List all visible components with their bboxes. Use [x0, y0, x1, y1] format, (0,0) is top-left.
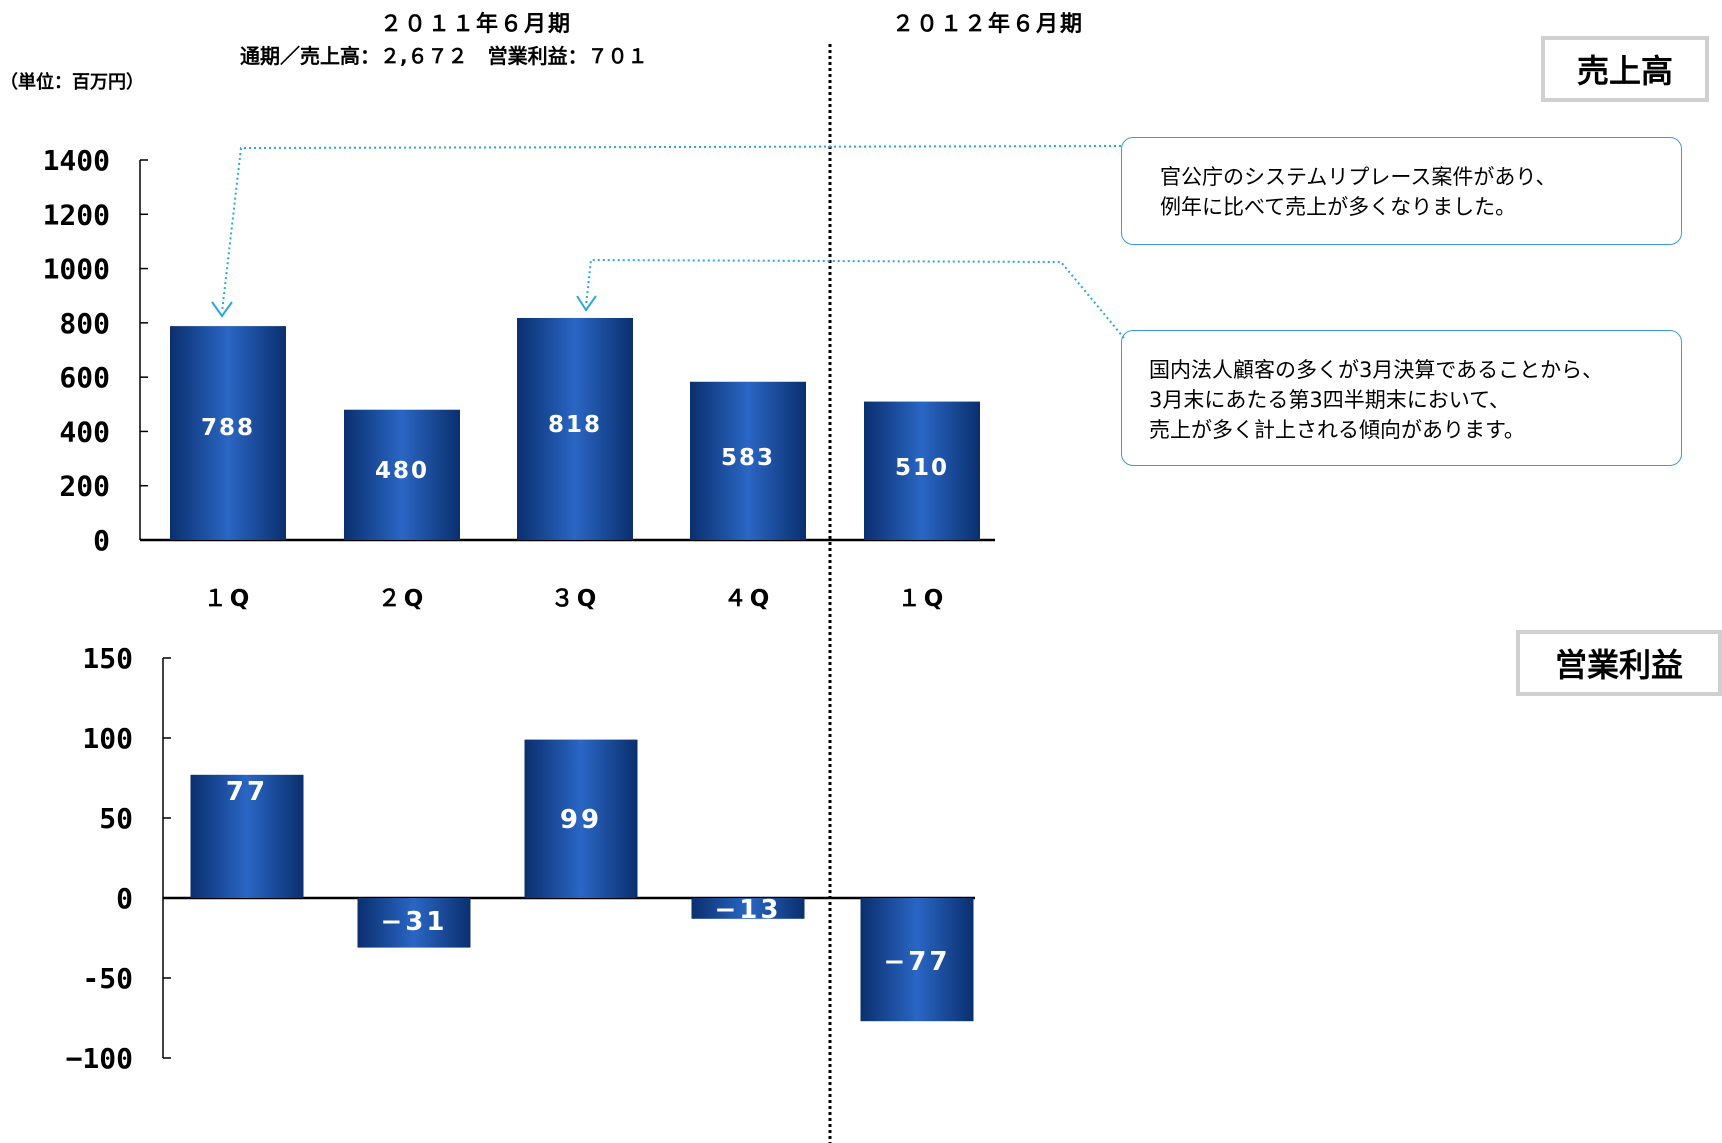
unit-label: （単位：百万円）: [0, 72, 144, 93]
sales-y-tick-label: 0: [93, 524, 110, 557]
profit-y-tick-label: 50: [99, 802, 133, 835]
sales-data-label: 480: [375, 458, 429, 484]
sales-y-tick-label: 800: [59, 307, 110, 340]
fy2011-summary: 通期／売上高：２,６７２ 営業利益：７０１: [240, 44, 648, 68]
profit-data-label: 77: [226, 777, 268, 807]
callout-q1-line-2: 例年に比べて売上が多くなりました。: [1160, 195, 1517, 219]
sales-bar: [517, 317, 633, 540]
sales-y-tick-label: 200: [59, 470, 110, 503]
profit-y-tick-label: -50: [82, 962, 133, 995]
profit-bar: [691, 898, 805, 919]
operating-profit-tag: 営業利益: [1516, 630, 1722, 696]
sales-bar: [344, 409, 460, 540]
sales-x-tick-label: ３Q: [551, 586, 600, 612]
profit-bar: [190, 774, 304, 898]
profit-y-tick-label: 100: [82, 722, 133, 755]
operating-profit-tag-label: 営業利益: [1554, 646, 1683, 684]
leader-line-q3: [585, 258, 1125, 339]
sales-y-tick-label: 600: [59, 361, 110, 394]
profit-bar: [357, 898, 471, 948]
fy2011-title: ２０１１年６月期: [380, 12, 573, 37]
callout-q3-note: 国内法人顧客の多くが3月決算であることから、 3月末にあたる第3四半期末において…: [1121, 330, 1682, 466]
callout-q3-line-2: 3月末にあたる第3四半期末において、: [1149, 388, 1511, 412]
profit-y-tick-label: 0: [116, 882, 133, 915]
profit-data-label: −31: [381, 907, 448, 937]
sales-y-tick-label: 1200: [43, 198, 110, 231]
profit-bar: [860, 898, 974, 1022]
sales-x-tick-label: ４Q: [724, 586, 773, 612]
callout-q3-line-1: 国内法人顧客の多くが3月決算であることから、: [1149, 358, 1604, 382]
sales-tag: 売上高: [1541, 36, 1709, 102]
sales-x-tick-label: １Q: [898, 586, 947, 612]
sales-bar: [864, 401, 980, 540]
sales-data-label: 818: [548, 412, 602, 438]
profit-bar: [524, 739, 638, 898]
profit-y-tick-label: −100: [66, 1042, 133, 1075]
profit-data-label: −77: [884, 947, 951, 977]
callout-q1-note: 官公庁のシステムリプレース案件があり、 例年に比べて売上が多くなりました。: [1121, 137, 1682, 245]
sales-data-label: 788: [201, 415, 255, 441]
leader-line-q1: [221, 145, 1122, 313]
sales-bar: [170, 326, 286, 540]
sales-data-label: 510: [895, 455, 949, 481]
sales-data-label: 583: [721, 445, 775, 471]
sales-tag-label: 売上高: [1576, 52, 1673, 90]
profit-data-label: 99: [560, 805, 602, 835]
profit-y-tick-label: 150: [82, 642, 133, 675]
sales-y-tick-label: 1000: [43, 253, 110, 286]
callout-q1-line-1: 官公庁のシステムリプレース案件があり、: [1160, 165, 1557, 189]
fy2012-title: ２０１２年６月期: [892, 12, 1085, 37]
sales-y-tick-label: 400: [59, 415, 110, 448]
sales-x-tick-label: １Q: [204, 586, 253, 612]
sales-y-tick-label: 1400: [43, 144, 110, 177]
sales-bar: [690, 381, 806, 540]
sales-x-tick-label: ２Q: [378, 586, 427, 612]
arrowhead-q3: [576, 295, 597, 312]
arrowhead-q1: [211, 301, 233, 318]
profit-data-label: −13: [715, 895, 782, 925]
callout-q3-line-3: 売上が多く計上される傾向があります。: [1149, 418, 1525, 442]
